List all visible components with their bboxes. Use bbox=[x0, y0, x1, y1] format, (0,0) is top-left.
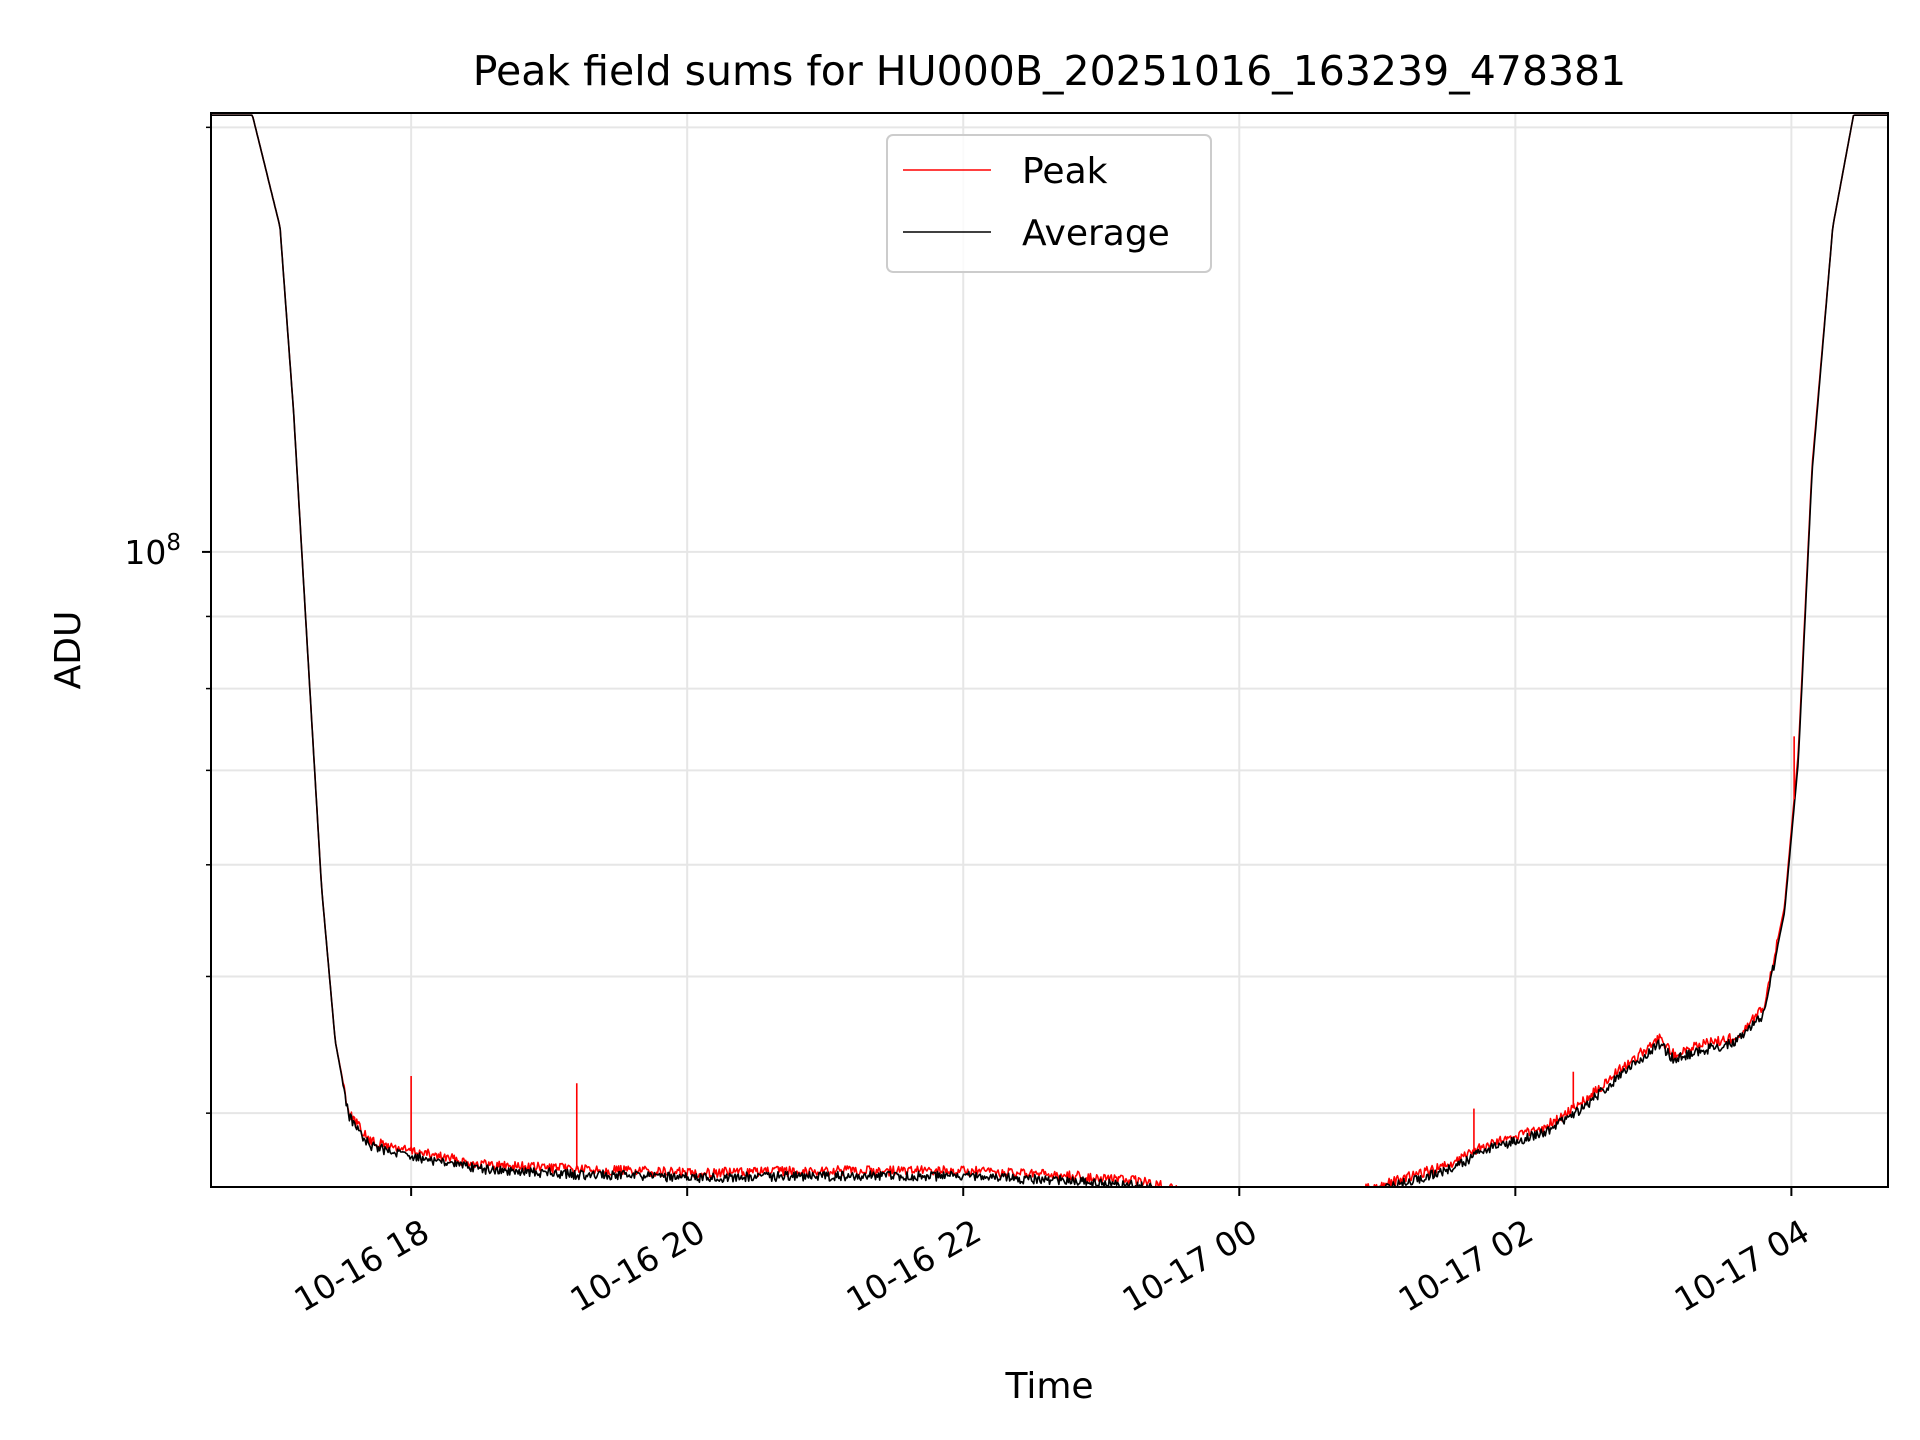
plot-area bbox=[211, 114, 1888, 1187]
chart-title: Peak field sums for HU000B_20251016_1632… bbox=[473, 47, 1626, 95]
legend-label-peak: Peak bbox=[1022, 151, 1108, 192]
series-line-peak bbox=[211, 114, 1888, 1187]
legend-label-average: Average bbox=[1022, 213, 1170, 254]
axes-frame bbox=[210, 112, 1889, 1188]
x-axis-label: Time bbox=[1004, 1366, 1093, 1407]
series-line-average bbox=[211, 114, 1888, 1187]
y-tick-label: 108 bbox=[124, 530, 181, 572]
legend: Peak Average bbox=[886, 134, 1212, 273]
y-axis-label: ADU bbox=[48, 611, 89, 690]
grid bbox=[211, 113, 1888, 1187]
